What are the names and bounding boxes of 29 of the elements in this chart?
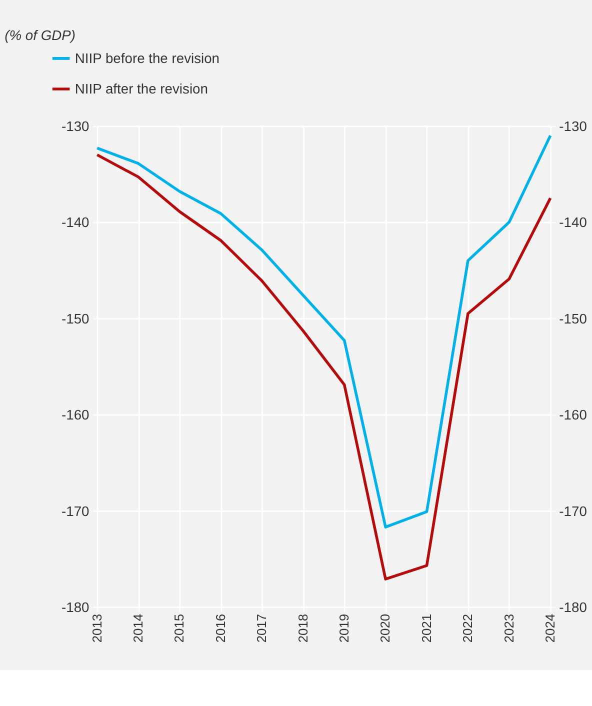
y2-tick-label: -140 bbox=[559, 214, 588, 230]
y2-tick-label: -170 bbox=[559, 502, 588, 519]
y-tick-label: -170 bbox=[62, 502, 90, 519]
y-tick-label: -130 bbox=[62, 118, 90, 134]
y-tick-label: -180 bbox=[62, 599, 90, 616]
x-tick-label: 2018 bbox=[295, 614, 310, 643]
x-tick-label: 2015 bbox=[172, 614, 187, 643]
x-tick-label: 2024 bbox=[542, 614, 558, 643]
x-tick-label: 2020 bbox=[378, 614, 393, 643]
x-tick-label: 2013 bbox=[89, 614, 104, 643]
y-tick-label: -160 bbox=[62, 406, 90, 423]
y-tick-label: -150 bbox=[62, 310, 90, 326]
x-tick-label: 2021 bbox=[418, 614, 434, 643]
legend-label: NIIP before the revision bbox=[74, 50, 220, 66]
x-tick-label: 2022 bbox=[460, 614, 476, 643]
x-tick-label: 2017 bbox=[254, 614, 270, 643]
y2-tick-label: -130 bbox=[559, 118, 588, 134]
x-tick-label: 2016 bbox=[212, 614, 228, 643]
y2-tick-label: -150 bbox=[559, 310, 588, 326]
y-tick-label: -140 bbox=[62, 214, 90, 230]
x-tick-label: 2014 bbox=[130, 614, 146, 643]
y2-tick-label: -180 bbox=[559, 599, 588, 616]
line-series bbox=[96, 153, 552, 580]
line-series bbox=[96, 134, 552, 528]
x-tick-label: 2019 bbox=[336, 614, 352, 643]
x-tick-label: 2023 bbox=[501, 614, 516, 643]
y2-tick-label: -160 bbox=[559, 406, 588, 423]
legend-label: NIIP after the revision bbox=[74, 80, 208, 97]
chart-subtitle: (% of GDP) bbox=[4, 26, 76, 43]
